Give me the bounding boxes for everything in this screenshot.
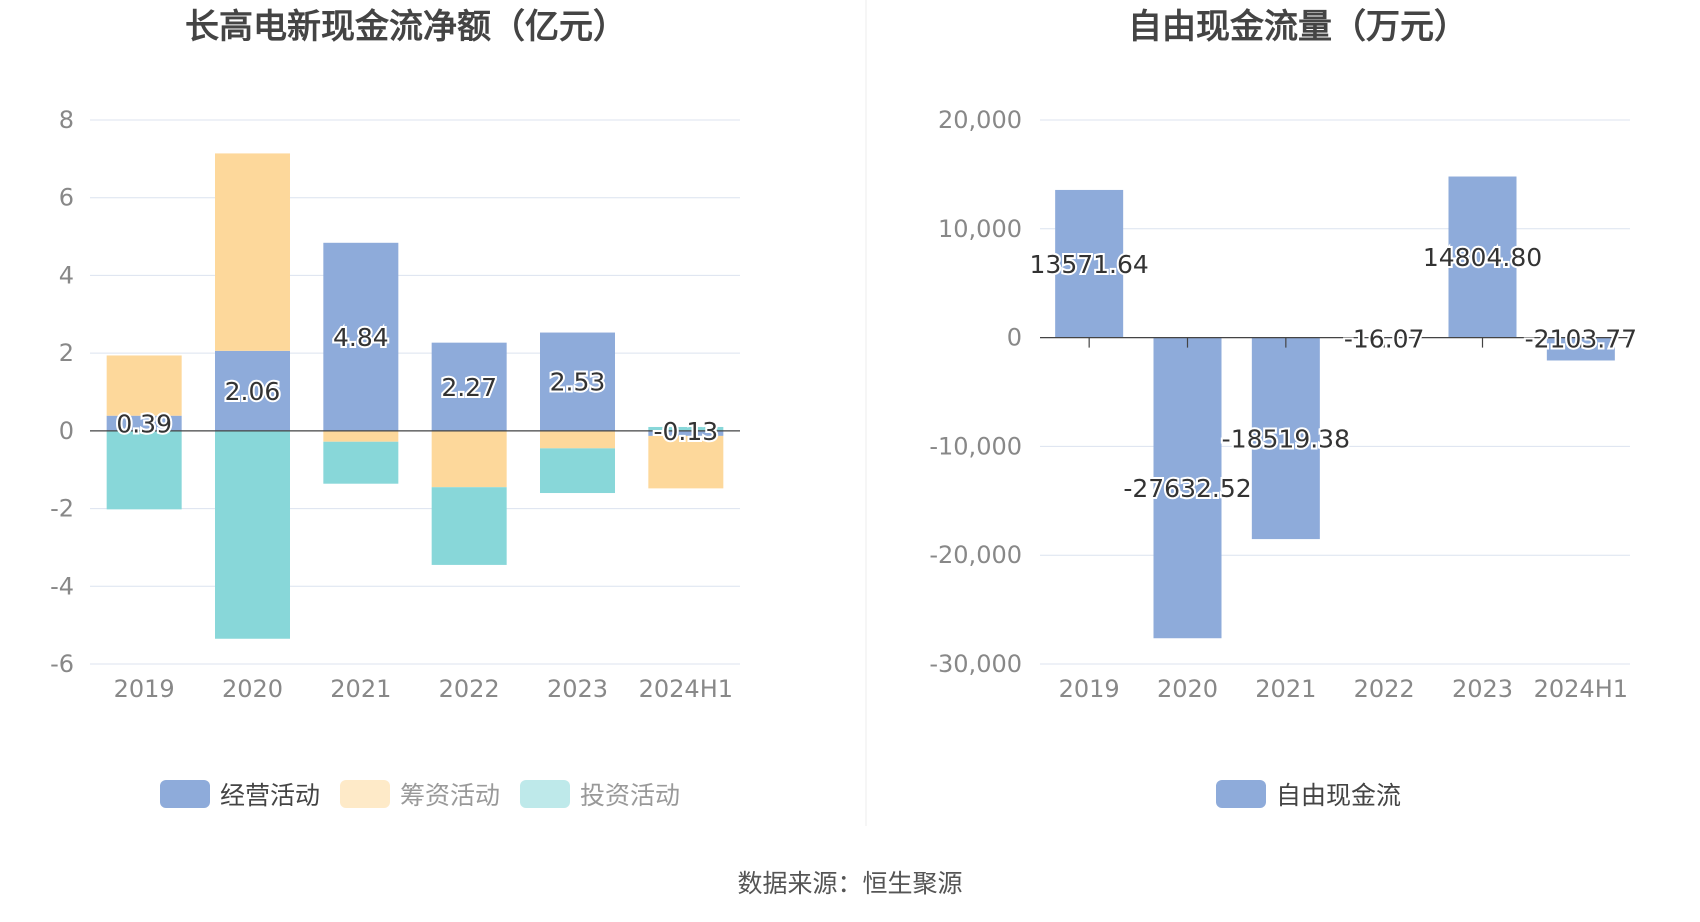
- data-source-note: 数据来源：恒生聚源: [737, 869, 963, 898]
- bar-segment[interactable]: [648, 435, 724, 489]
- chart1-bars: [90, 153, 740, 639]
- chart2-x-axis: 2019 2020 2021 2022 2023 2024H1: [1059, 675, 1628, 703]
- bar-segment[interactable]: [648, 426, 724, 431]
- bar-segment[interactable]: [323, 242, 399, 431]
- legend-swatch[interactable]: [520, 780, 570, 808]
- chart2-grid: [1040, 119, 1630, 665]
- data-label: 2.53: [550, 368, 606, 397]
- data-label: -16.07: [1344, 325, 1425, 354]
- y-tick-label: -4: [50, 572, 74, 600]
- y-tick-label: -10,000: [929, 432, 1022, 460]
- bar-segment[interactable]: [215, 350, 290, 431]
- chart2-legend[interactable]: 自由现金流: [1216, 780, 1401, 810]
- y-tick-label: 6: [59, 184, 74, 212]
- chart1-grid: [90, 119, 740, 665]
- x-tick-label: 2024H1: [1534, 675, 1628, 703]
- chart2-title: 自由现金流量（万元）: [1128, 7, 1468, 47]
- x-tick-label: 2019: [1059, 675, 1120, 703]
- bar-segment[interactable]: [540, 332, 615, 431]
- x-tick-label: 2024H1: [639, 675, 733, 703]
- y-tick-label: 4: [59, 261, 74, 289]
- bar-segment[interactable]: [106, 355, 182, 416]
- bar-segment[interactable]: [431, 487, 507, 565]
- legend-swatch[interactable]: [1216, 780, 1266, 808]
- data-label: -0.13: [653, 417, 718, 446]
- x-tick-label: 2022: [439, 675, 500, 703]
- x-tick-label: 2021: [330, 675, 391, 703]
- bar-segment[interactable]: [431, 430, 507, 488]
- bar[interactable]: [1448, 176, 1517, 338]
- y-tick-label: 0: [59, 417, 74, 445]
- x-tick-label: 2022: [1354, 675, 1415, 703]
- y-tick-label: -30,000: [929, 650, 1022, 678]
- bar-segment[interactable]: [106, 430, 182, 510]
- chart2-y-axis: 20,000 10,000 0 -10,000 -20,000 -30,000: [929, 106, 1022, 678]
- legend-label[interactable]: 自由现金流: [1276, 781, 1401, 810]
- chart1-legend[interactable]: 经营活动 筹资活动 投资活动: [160, 780, 680, 810]
- legend-label[interactable]: 投资活动: [580, 781, 680, 810]
- legend-label[interactable]: 筹资活动: [400, 781, 500, 810]
- data-label: -2103.77: [1525, 325, 1637, 354]
- bar-segment[interactable]: [431, 342, 507, 431]
- legend-swatch[interactable]: [340, 780, 390, 808]
- bar[interactable]: [1055, 189, 1124, 338]
- y-tick-label: 10,000: [938, 215, 1022, 243]
- data-label: 4.84: [333, 323, 389, 352]
- chart1-y-axis: 8 6 4 2 0 -2 -4 -6: [50, 106, 74, 678]
- data-label: 14804.80: [1423, 243, 1542, 272]
- x-tick-label: 2021: [1255, 675, 1316, 703]
- y-tick-label: 2: [59, 339, 74, 367]
- legend-label[interactable]: 经营活动: [220, 781, 320, 810]
- data-label: 0.39: [116, 409, 172, 438]
- bar-segment[interactable]: [323, 441, 399, 484]
- data-label: 2.27: [441, 373, 497, 402]
- x-tick-label: 2023: [547, 675, 608, 703]
- x-tick-label: 2019: [114, 675, 175, 703]
- x-tick-label: 2020: [1157, 675, 1218, 703]
- bar-segment[interactable]: [215, 153, 290, 351]
- legend-swatch[interactable]: [160, 780, 210, 808]
- bar-segment[interactable]: [106, 415, 182, 431]
- bar[interactable]: [1546, 337, 1615, 361]
- chart2-bars: [1040, 176, 1630, 639]
- chart1-x-axis: 2019 2020 2021 2022 2023 2024H1: [114, 675, 733, 703]
- y-tick-label: 0: [1007, 324, 1022, 352]
- bar-segment[interactable]: [540, 448, 615, 494]
- data-label: -18519.38: [1222, 424, 1350, 453]
- y-tick-label: -20,000: [929, 541, 1022, 569]
- chart1-title: 长高电新现金流净额（亿元）: [185, 7, 627, 47]
- chart1-data-labels: 0.39 2.06 4.84 2.27 2.53 -0.13: [114, 321, 720, 448]
- y-tick-label: -2: [50, 495, 74, 523]
- bar[interactable]: [1153, 337, 1222, 639]
- y-tick-label: 8: [59, 106, 74, 134]
- data-label: 2.06: [225, 377, 281, 406]
- x-tick-label: 2020: [222, 675, 283, 703]
- data-label: -27632.52: [1123, 474, 1251, 503]
- bar-segment[interactable]: [215, 430, 290, 639]
- data-label: 13571.64: [1030, 250, 1149, 279]
- bar-segment[interactable]: [323, 430, 399, 442]
- bar[interactable]: [1251, 337, 1320, 540]
- x-tick-label: 2023: [1452, 675, 1513, 703]
- y-tick-label: 20,000: [938, 106, 1022, 134]
- chart2-data-labels: 13571.64 -27632.52 -18519.38 -16.07 14804.80…: [1028, 241, 1640, 505]
- bar-segment[interactable]: [648, 430, 724, 436]
- bar-segment[interactable]: [540, 430, 615, 449]
- y-tick-label: -6: [50, 650, 74, 678]
